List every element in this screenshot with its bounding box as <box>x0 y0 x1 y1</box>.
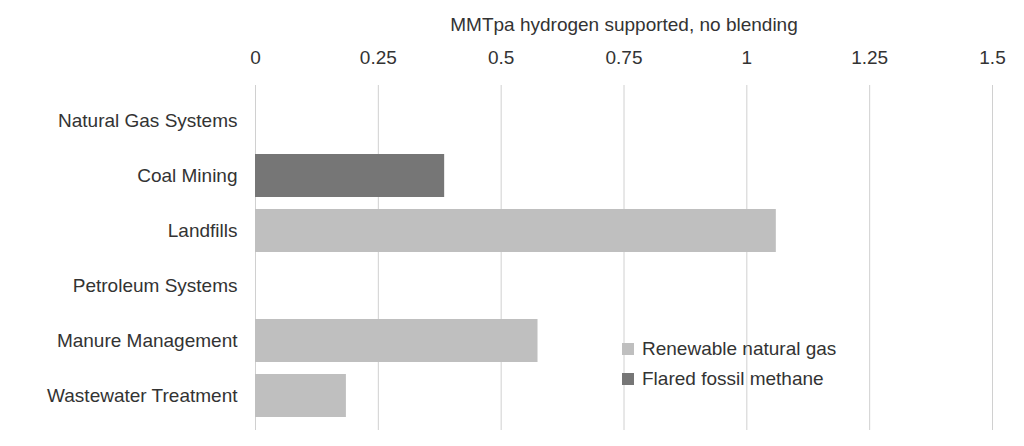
svg-text:MMTpa hydrogen supported, no b: MMTpa hydrogen supported, no blending <box>450 14 798 35</box>
svg-text:0.25: 0.25 <box>360 47 397 68</box>
html-text:Renewable natural gas: Renewable natural gas <box>642 338 837 359</box>
svg-text:0: 0 <box>250 47 261 68</box>
svg-text:1.5: 1.5 <box>979 47 1005 68</box>
html-text:Flared fossil methane: Flared fossil methane <box>642 368 824 389</box>
svg-text:Natural Gas Systems: Natural Gas Systems <box>58 110 238 131</box>
svg-text:0.75: 0.75 <box>606 47 643 68</box>
svg-text:Manure Management: Manure Management <box>57 330 238 351</box>
svg-text:0.5: 0.5 <box>488 47 514 68</box>
svg-text:Coal Mining: Coal Mining <box>137 165 237 186</box>
svg-text:1.25: 1.25 <box>851 47 888 68</box>
svg-text:Petroleum Systems: Petroleum Systems <box>73 275 238 296</box>
svg-text:1: 1 <box>742 47 753 68</box>
svg-text:Wastewater Treatment: Wastewater Treatment <box>47 385 238 406</box>
svg-text:Landfills: Landfills <box>168 220 238 241</box>
